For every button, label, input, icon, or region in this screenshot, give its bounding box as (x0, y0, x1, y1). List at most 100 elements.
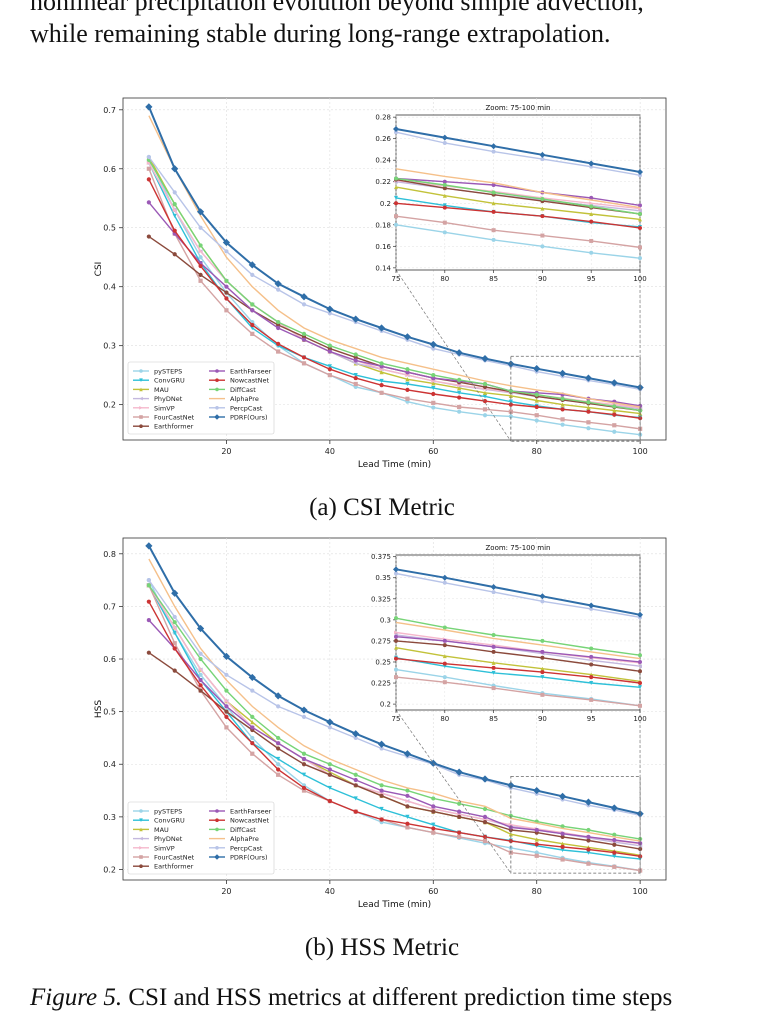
legend-label: PercpCast (230, 844, 263, 852)
y-tick-label: 0.5 (103, 708, 116, 717)
data-point (457, 378, 461, 382)
data-point (302, 786, 306, 790)
inset-data-point (394, 635, 398, 639)
data-point (276, 741, 280, 745)
data-point (250, 323, 254, 327)
data-point (224, 710, 228, 714)
inset-data-point (492, 228, 496, 232)
legend: pySTEPSConvGRUMAUPhyDNetSimVPFourCastNet… (128, 802, 274, 874)
inset-data-point (540, 599, 544, 603)
data-point (431, 405, 435, 409)
data-point (535, 828, 539, 832)
inset-data-point (394, 639, 398, 643)
inset-data-point (589, 655, 593, 659)
data-point (431, 810, 435, 814)
inset-data-point (589, 251, 593, 255)
inset-data-point (492, 590, 496, 594)
data-point (354, 778, 358, 782)
x-tick-label: 100 (633, 447, 648, 456)
inset-data-point (443, 643, 447, 647)
data-point (173, 202, 177, 206)
legend-marker (139, 809, 143, 813)
data-point (354, 382, 358, 386)
legend-label: PhyDNet (154, 395, 183, 403)
inset-data-point (394, 668, 398, 672)
data-point (198, 652, 202, 656)
inset-data-point (638, 653, 642, 657)
inset-data-point (540, 656, 544, 660)
caption-a: (a) CSI Metric (0, 494, 764, 522)
x-tick-label: 20 (221, 447, 231, 456)
legend-label: MAU (154, 386, 169, 394)
data-point (354, 352, 358, 356)
data-point (224, 290, 228, 294)
inset-data-point (394, 675, 398, 679)
data-point (328, 767, 332, 771)
data-point (250, 736, 254, 740)
legend-label: MAU (154, 826, 169, 834)
data-point (535, 842, 539, 846)
data-point (483, 413, 487, 417)
inset-x-tick-label: 90 (538, 715, 547, 723)
inset-data-point (638, 256, 642, 260)
data-point (328, 762, 332, 766)
legend-marker (215, 828, 219, 832)
legend-label: PDRF(Ours) (230, 414, 268, 422)
data-point (379, 383, 383, 387)
y-tick-label: 0.8 (103, 550, 116, 559)
data-point (147, 618, 151, 622)
inset-data-point (540, 670, 544, 674)
inset-data-point (492, 686, 496, 690)
data-point (250, 273, 254, 277)
inset-data-point (540, 639, 544, 643)
inset-data-point (492, 150, 496, 154)
inset-data-point (394, 657, 398, 661)
data-point (379, 788, 383, 792)
inset-y-tick-label: 0.2 (380, 701, 391, 709)
data-point (224, 285, 228, 289)
inset-area (396, 555, 640, 710)
inset-data-point (492, 238, 496, 242)
legend-label: EarthFarseer (230, 808, 272, 816)
data-point (302, 361, 306, 365)
inset-data-point (492, 666, 496, 670)
data-point (405, 388, 409, 392)
data-point (198, 226, 202, 230)
data-point (612, 843, 616, 847)
inset-y-tick-label: 0.18 (375, 221, 391, 229)
y-axis-label: HSS (94, 700, 104, 718)
data-point (483, 820, 487, 824)
x-tick-label: 40 (325, 887, 335, 896)
data-point (328, 349, 332, 353)
data-point (560, 417, 564, 421)
data-point (276, 342, 280, 346)
legend-label: pySTEPS (154, 368, 182, 376)
legend-label: SimVP (154, 844, 175, 852)
data-point (198, 255, 202, 259)
legend-marker (139, 424, 143, 428)
legend-label: EarthFarseer (230, 368, 272, 376)
data-point (173, 668, 177, 672)
data-point (586, 410, 590, 414)
data-point (612, 423, 616, 427)
inset-title: Zoom: 75-100 min (486, 544, 551, 552)
data-point (147, 200, 151, 204)
inset-y-tick-label: 0.25 (375, 658, 391, 666)
data-point (535, 392, 539, 396)
data-point (457, 395, 461, 399)
data-point (198, 683, 202, 687)
data-point (535, 405, 539, 409)
data-point (612, 413, 616, 417)
y-tick-label: 0.4 (103, 283, 116, 292)
data-point (405, 804, 409, 808)
inset-data-point (443, 141, 447, 145)
inset-title: Zoom: 75-100 min (486, 104, 551, 112)
data-point (457, 815, 461, 819)
inset-x-tick-label: 75 (392, 715, 401, 723)
data-point (250, 688, 254, 692)
data-point (250, 725, 254, 729)
data-point (586, 847, 590, 851)
data-point (560, 845, 564, 849)
data-point (612, 838, 616, 842)
data-point (457, 810, 461, 814)
